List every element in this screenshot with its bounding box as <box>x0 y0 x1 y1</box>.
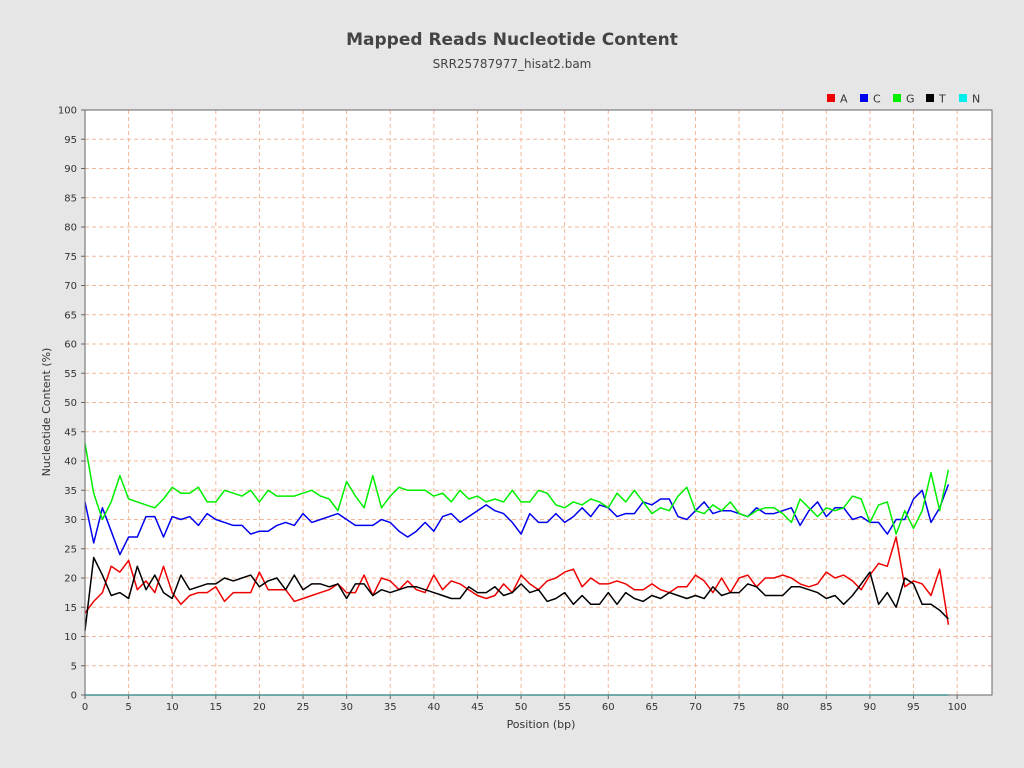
x-tick-label: 10 <box>166 702 179 713</box>
x-tick-label: 30 <box>340 702 353 713</box>
x-tick-label: 25 <box>297 702 310 713</box>
plot-area <box>85 110 992 695</box>
series-line-C <box>84 484 950 556</box>
chart-title: Mapped Reads Nucleotide Content <box>346 30 678 50</box>
y-tick-label: 80 <box>64 223 77 234</box>
series-line-T <box>84 556 949 631</box>
x-tick-label: 40 <box>427 702 440 713</box>
series-line-G <box>84 443 950 535</box>
legend-label-T: T <box>938 93 946 106</box>
legend-label-G: G <box>906 93 915 106</box>
x-tick-label: 50 <box>515 702 528 713</box>
y-tick-label: 20 <box>64 574 77 585</box>
series-line-A <box>84 536 950 625</box>
x-tick-label: 95 <box>907 702 920 713</box>
y-tick-label: 75 <box>64 252 77 263</box>
y-tick-label: 25 <box>64 544 77 555</box>
legend-swatch-T <box>926 94 934 102</box>
x-tick-label: 80 <box>776 702 789 713</box>
plot-border <box>84 109 993 696</box>
x-tick-label: 35 <box>384 702 397 713</box>
y-tick-label: 15 <box>64 603 77 614</box>
x-tick-label: 90 <box>864 702 877 713</box>
y-tick-label: 90 <box>64 164 77 175</box>
y-tick-label: 60 <box>64 340 77 351</box>
x-tick-label: 70 <box>689 702 702 713</box>
y-tick-label: 35 <box>64 486 77 497</box>
y-tick-label: 45 <box>64 427 77 438</box>
y-axis-label: Nucleotide Content (%) <box>40 348 53 477</box>
x-tick-label: 85 <box>820 702 833 713</box>
y-tick-label: 50 <box>64 398 77 409</box>
x-tick-label: 60 <box>602 702 615 713</box>
legend-label-C: C <box>873 93 881 106</box>
axes: 0510152025303540455055606570758085909510… <box>58 106 967 714</box>
legend-swatch-G <box>893 94 901 102</box>
x-tick-label: 65 <box>646 702 659 713</box>
x-tick-label: 15 <box>209 702 222 713</box>
chart-subtitle: SRR25787977_hisat2.bam <box>432 57 592 71</box>
y-tick-label: 10 <box>64 632 77 643</box>
legend-swatch-N <box>959 94 967 102</box>
x-tick-label: 55 <box>558 702 571 713</box>
y-tick-label: 85 <box>64 193 77 204</box>
x-tick-label: 5 <box>125 702 131 713</box>
y-tick-label: 95 <box>64 135 77 146</box>
x-tick-label: 45 <box>471 702 484 713</box>
y-tick-label: 5 <box>71 661 77 672</box>
x-axis-label: Position (bp) <box>507 718 576 731</box>
legend-label-A: A <box>840 93 848 106</box>
x-tick-label: 100 <box>948 702 967 713</box>
y-tick-label: 40 <box>64 457 77 468</box>
y-tick-label: 100 <box>58 106 77 117</box>
x-tick-label: 0 <box>82 702 88 713</box>
legend-label-N: N <box>972 93 980 106</box>
x-tick-label: 75 <box>733 702 746 713</box>
y-tick-label: 65 <box>64 310 77 321</box>
legend-swatch-A <box>827 94 835 102</box>
y-tick-label: 0 <box>71 691 77 702</box>
y-tick-label: 55 <box>64 369 77 380</box>
legend-swatch-C <box>860 94 868 102</box>
y-tick-label: 70 <box>64 281 77 292</box>
x-tick-label: 20 <box>253 702 266 713</box>
y-tick-label: 30 <box>64 515 77 526</box>
